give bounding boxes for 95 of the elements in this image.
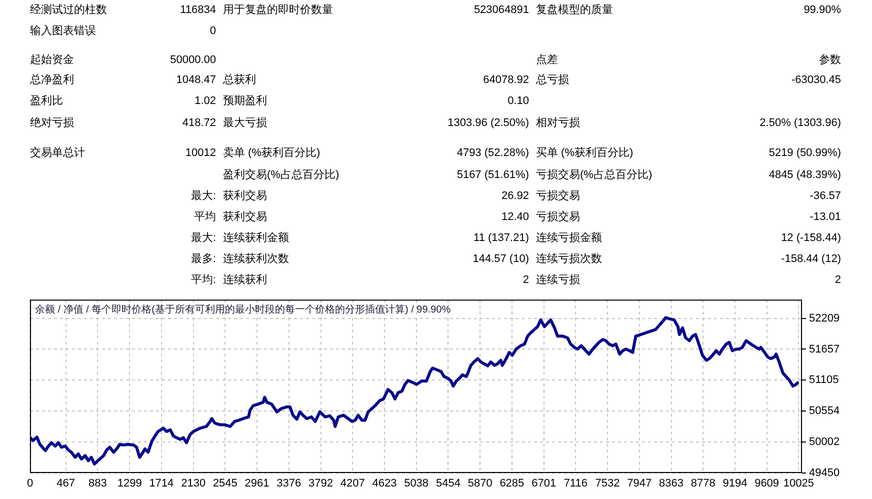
text: 连续亏损次数 bbox=[536, 252, 602, 266]
text: 余额 / 净值 / 每个即时价格(基于所有可利用的最小时段的每一个价格的分形插值计算) / 99.90% bbox=[35, 303, 451, 316]
text: 1303.96 (2.50%) bbox=[448, 116, 529, 130]
text: 最多: bbox=[190, 252, 216, 266]
x-tick-label: 2130 bbox=[181, 478, 206, 490]
text: 总净盈利 bbox=[30, 73, 74, 87]
text: 连续获利金额 bbox=[223, 231, 289, 245]
text: 4845 (48.39%) bbox=[768, 168, 841, 182]
text: 99.90% bbox=[804, 3, 841, 17]
x-tick-label: 5454 bbox=[436, 478, 460, 490]
text: 2.50% (1303.96) bbox=[760, 116, 841, 130]
text: 64078.92 bbox=[483, 73, 529, 87]
text: 连续获利 bbox=[223, 273, 267, 287]
text: 0.10 bbox=[508, 94, 529, 108]
x-tick-label: 10025 bbox=[783, 478, 814, 490]
text: 1048.47 bbox=[176, 73, 216, 87]
text: 2 bbox=[834, 273, 841, 287]
text: 连续获利次数 bbox=[223, 252, 289, 266]
x-tick-label: 2961 bbox=[244, 478, 270, 490]
text: 50000.00 bbox=[170, 53, 216, 67]
y-tick-label: 52209 bbox=[809, 312, 840, 324]
y-tick-label: 50554 bbox=[809, 405, 840, 418]
x-tick-label: 6701 bbox=[532, 478, 556, 490]
text: 获利交易 bbox=[223, 189, 267, 203]
text: 5167 (51.61%) bbox=[456, 168, 529, 182]
x-tick-label: 7947 bbox=[627, 478, 652, 490]
text: 买单 (%获利百分比) bbox=[536, 146, 634, 160]
y-tick-label: 50002 bbox=[809, 436, 840, 448]
text: 点差 bbox=[536, 53, 558, 67]
text: -63030.45 bbox=[791, 73, 841, 87]
text: 盈利比 bbox=[30, 94, 63, 108]
x-tick-label: 5038 bbox=[404, 478, 429, 490]
text: 起始资金 bbox=[30, 53, 74, 67]
x-tick-label: 883 bbox=[88, 478, 107, 490]
x-tick-label: 3376 bbox=[276, 478, 302, 490]
text: 1.02 bbox=[194, 94, 216, 108]
text: 相对亏损 bbox=[536, 116, 580, 130]
x-tick-label: 6285 bbox=[500, 478, 524, 490]
x-tick-label: 8363 bbox=[659, 478, 684, 490]
text: 输入图表错误 bbox=[30, 24, 96, 38]
x-tick-label: 0 bbox=[26, 478, 34, 490]
y-tick-label: 49450 bbox=[809, 467, 840, 480]
text: -36.57 bbox=[810, 189, 841, 203]
text: 亏损交易 bbox=[536, 189, 580, 203]
text: 12 (-158.44) bbox=[781, 231, 841, 245]
text: 交易单总计 bbox=[30, 146, 85, 160]
text: 亏损交易(%占总百分比) bbox=[536, 168, 652, 182]
text: 参数 bbox=[819, 53, 841, 67]
text: 盈利交易(%占总百分比) bbox=[223, 168, 340, 182]
text: 亏损交易 bbox=[536, 210, 580, 224]
text: 10012 bbox=[185, 146, 216, 160]
text: 绝对亏损 bbox=[30, 116, 74, 130]
text: 卖单 (%获利百分比) bbox=[223, 146, 320, 160]
text: 平均: bbox=[190, 273, 216, 287]
x-tick-label: 3792 bbox=[308, 478, 334, 490]
text: 复盘模型的质量 bbox=[536, 3, 613, 17]
x-tick-label: 8778 bbox=[690, 478, 716, 490]
text: -158.44 (12) bbox=[781, 252, 841, 266]
text: 总获利 bbox=[223, 73, 256, 87]
x-tick-label: 1714 bbox=[149, 478, 174, 490]
text: 12.40 bbox=[501, 210, 529, 224]
text: 平均 bbox=[194, 210, 216, 224]
text: 最大: bbox=[190, 189, 216, 203]
x-tick-label: 5870 bbox=[468, 478, 492, 490]
text: -13.01 bbox=[810, 210, 841, 224]
text: 最大: bbox=[190, 231, 216, 245]
text: 最大亏损 bbox=[223, 116, 267, 130]
text: 4793 (52.28%) bbox=[456, 146, 529, 160]
text: 5219 (50.99%) bbox=[768, 146, 841, 160]
text: 144.57 (10) bbox=[472, 252, 529, 266]
text: 116834 bbox=[180, 3, 216, 17]
text: 预期盈利 bbox=[223, 94, 267, 108]
x-tick-label: 9609 bbox=[754, 478, 780, 490]
text: 连续亏损 bbox=[536, 273, 580, 287]
x-tick-label: 9194 bbox=[722, 478, 748, 490]
x-tick-label: 7532 bbox=[595, 478, 620, 490]
text: 2 bbox=[522, 273, 529, 287]
text: 0 bbox=[210, 24, 216, 38]
text: 用于复盘的即时价数量 bbox=[223, 3, 333, 17]
text: 连续亏损金额 bbox=[536, 231, 602, 245]
text: 26.92 bbox=[501, 189, 529, 203]
text: 总亏损 bbox=[536, 73, 569, 87]
x-tick-label: 2545 bbox=[212, 478, 238, 490]
x-tick-label: 467 bbox=[56, 478, 75, 490]
x-tick-label: 4623 bbox=[372, 478, 397, 490]
text: 11 (137.21) bbox=[474, 231, 529, 245]
x-tick-label: 4207 bbox=[340, 478, 365, 490]
y-tick-label: 51657 bbox=[809, 343, 840, 356]
x-tick-label: 7116 bbox=[564, 478, 588, 490]
text: 418.72 bbox=[182, 116, 216, 130]
x-tick-label: 1299 bbox=[117, 478, 142, 490]
text: 经测试过的柱数 bbox=[30, 3, 107, 17]
text: 523064891 bbox=[474, 3, 529, 17]
y-tick-label: 51105 bbox=[809, 374, 839, 386]
text: 获利交易 bbox=[223, 210, 267, 224]
